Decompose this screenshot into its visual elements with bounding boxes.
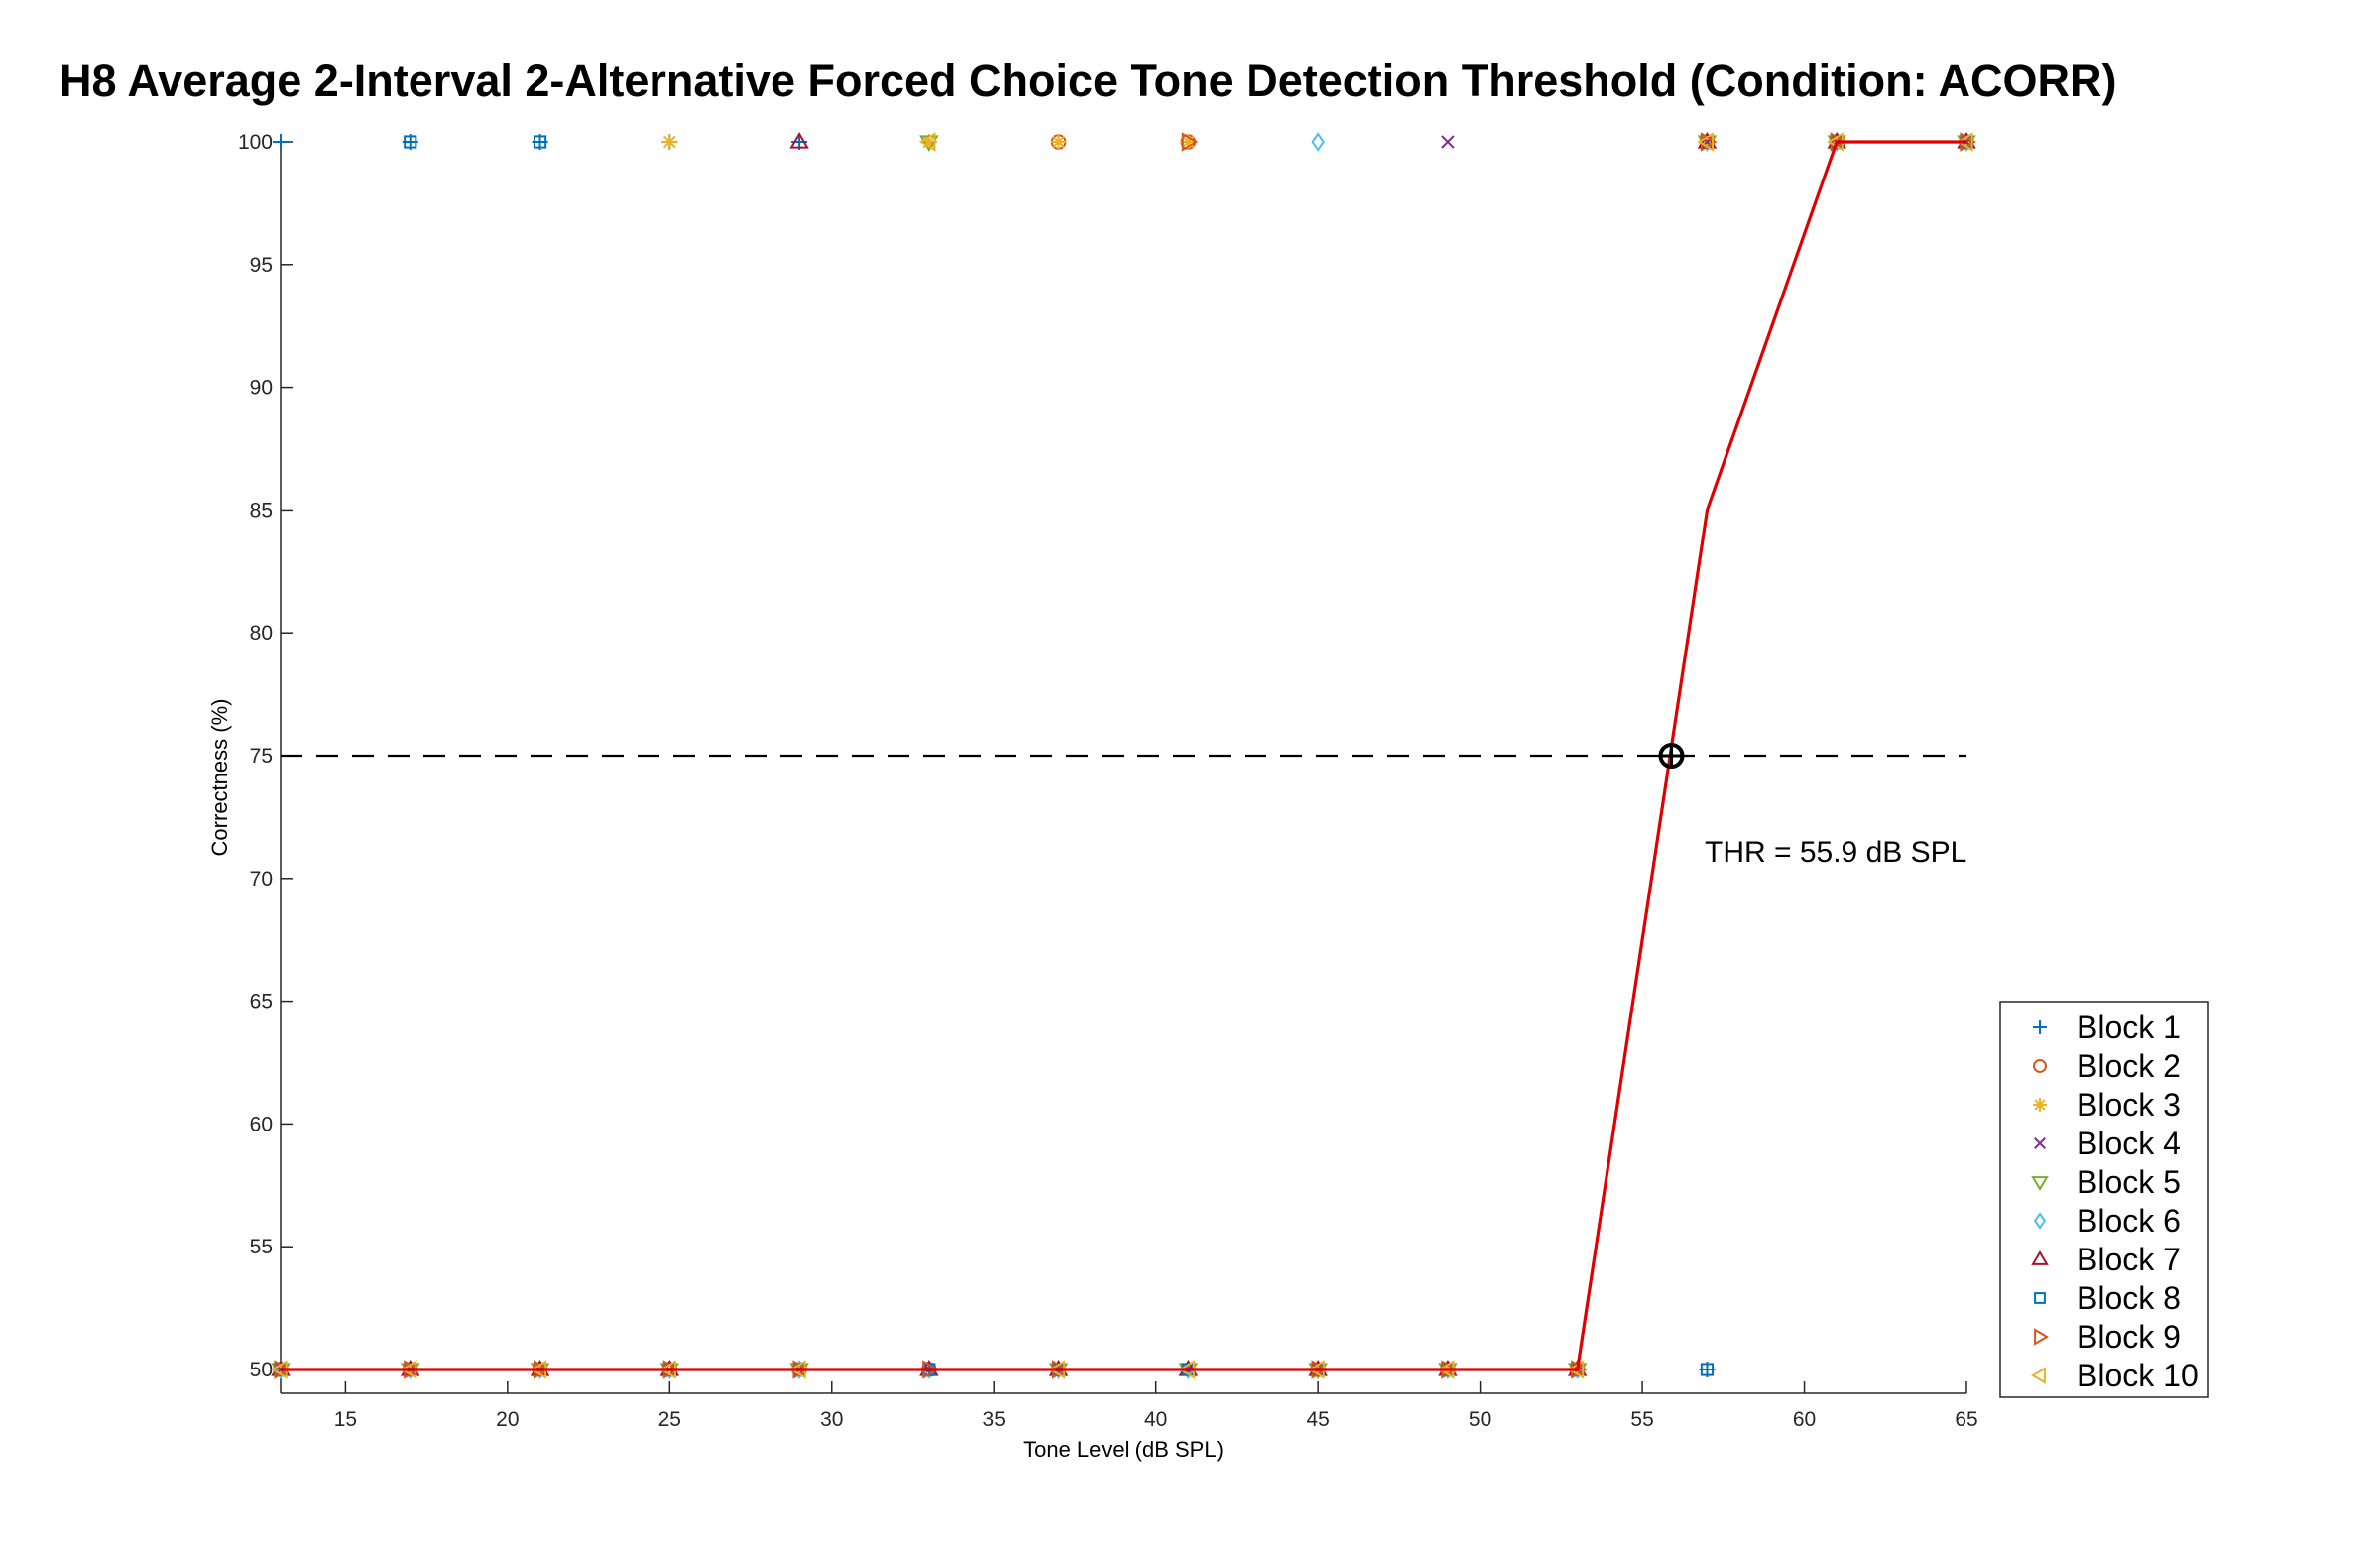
legend-item: Block 6 xyxy=(2033,1203,2181,1239)
legend-marker xyxy=(2034,1292,2046,1304)
x-tick-label: 45 xyxy=(1306,1408,1329,1431)
data-point xyxy=(1181,132,1199,152)
y-tick-label: 95 xyxy=(250,254,273,277)
legend-item: Block 1 xyxy=(2033,1010,2181,1045)
data-point xyxy=(918,132,936,152)
y-tick-label: 90 xyxy=(250,377,273,400)
legend-marker xyxy=(2033,1098,2047,1112)
x-tick-label: 30 xyxy=(820,1408,843,1431)
legend-marker xyxy=(2034,1137,2046,1149)
legend-item: Block 2 xyxy=(2033,1048,2181,1084)
data-point xyxy=(1697,132,1715,152)
legend-label: Block 10 xyxy=(2077,1358,2199,1393)
data-point xyxy=(789,132,809,149)
data-point xyxy=(1311,132,1325,152)
legend-item: Block 3 xyxy=(2033,1087,2181,1123)
threshold-group: THR = 55.9 dB SPL xyxy=(1658,743,1966,869)
x-tick-label: 55 xyxy=(1630,1408,1653,1431)
chart-title: H8 Average 2-Interval 2-Alternative Forc… xyxy=(60,56,2117,106)
legend-marker xyxy=(2031,1250,2049,1265)
x-tick-label: 35 xyxy=(983,1408,1006,1431)
data-point xyxy=(1180,134,1197,150)
legend-marker xyxy=(2034,1328,2049,1346)
data-point xyxy=(1700,1363,1715,1376)
legend-item: Block 5 xyxy=(2031,1164,2181,1200)
x-tick-label: 20 xyxy=(496,1408,519,1431)
data-point xyxy=(920,134,937,150)
legend-marker xyxy=(2031,1367,2046,1384)
x-tick-label: 15 xyxy=(334,1408,357,1431)
legend-item: Block 10 xyxy=(2031,1358,2199,1393)
y-tick-label: 85 xyxy=(250,499,273,522)
data-point xyxy=(661,134,678,150)
legend-label: Block 5 xyxy=(2077,1164,2181,1200)
data-point xyxy=(1830,132,1847,152)
legend-label: Block 9 xyxy=(2077,1319,2181,1355)
x-tick-label: 50 xyxy=(1469,1408,1491,1431)
data-point xyxy=(1050,134,1067,150)
legend-label: Block 8 xyxy=(2077,1280,2181,1316)
threshold-marker-cross xyxy=(1660,745,1683,767)
y-tick-label: 50 xyxy=(250,1359,273,1381)
legend-marker xyxy=(2033,1212,2047,1230)
data-point xyxy=(1700,132,1718,152)
legend-label: Block 3 xyxy=(2077,1087,2181,1123)
data-point xyxy=(274,1360,291,1379)
series-5 xyxy=(271,135,1976,1379)
y-tick-label: 80 xyxy=(250,622,273,645)
legend-item: Block 8 xyxy=(2034,1280,2181,1316)
data-point xyxy=(1957,132,1973,152)
legend-marker xyxy=(2031,1176,2049,1191)
legend-label: Block 6 xyxy=(2077,1203,2181,1239)
legend-label: Block 1 xyxy=(2077,1010,2181,1045)
legend-label: Block 2 xyxy=(2077,1048,2181,1084)
x-tick-label: 60 xyxy=(1793,1408,1816,1431)
y-axis-label: Correctness (%) xyxy=(207,699,232,857)
legend-marker xyxy=(2033,1059,2047,1073)
data-point xyxy=(533,135,547,149)
legend-item: Block 9 xyxy=(2034,1319,2181,1355)
x-tick-label: 25 xyxy=(658,1408,681,1431)
legend-marker xyxy=(2033,1020,2047,1034)
average-curve-group xyxy=(281,140,1966,1371)
y-tick-label: 55 xyxy=(250,1236,273,1258)
data-point xyxy=(404,135,417,149)
x-axis-label: Tone Level (dB SPL) xyxy=(1023,1437,1224,1462)
y-tick-label: 70 xyxy=(250,868,273,891)
data-point xyxy=(1441,135,1455,149)
legend-item: Block 4 xyxy=(2034,1126,2181,1161)
legend-item: Block 7 xyxy=(2031,1242,2181,1277)
y-tick-label: 100 xyxy=(238,131,273,154)
x-tick-label: 65 xyxy=(1955,1408,1977,1431)
threshold-annotation: THR = 55.9 dB SPL xyxy=(1705,836,1966,869)
data-point xyxy=(273,134,289,150)
axes: 15 20 25 30 35 40 45 50 55 60 65 50 55 60 65 70 75 80 85 90… xyxy=(238,131,1978,1431)
y-tick-label: 75 xyxy=(250,745,273,768)
average-curve xyxy=(281,140,1966,1371)
legend-label: Block 7 xyxy=(2077,1242,2181,1277)
legend-label: Block 4 xyxy=(2077,1126,2181,1161)
series-7 xyxy=(271,132,1976,1376)
y-tick-label: 65 xyxy=(250,991,273,1013)
x-tick-label: 40 xyxy=(1144,1408,1167,1431)
y-tick-label: 60 xyxy=(250,1113,273,1135)
data-point xyxy=(1567,1360,1585,1379)
